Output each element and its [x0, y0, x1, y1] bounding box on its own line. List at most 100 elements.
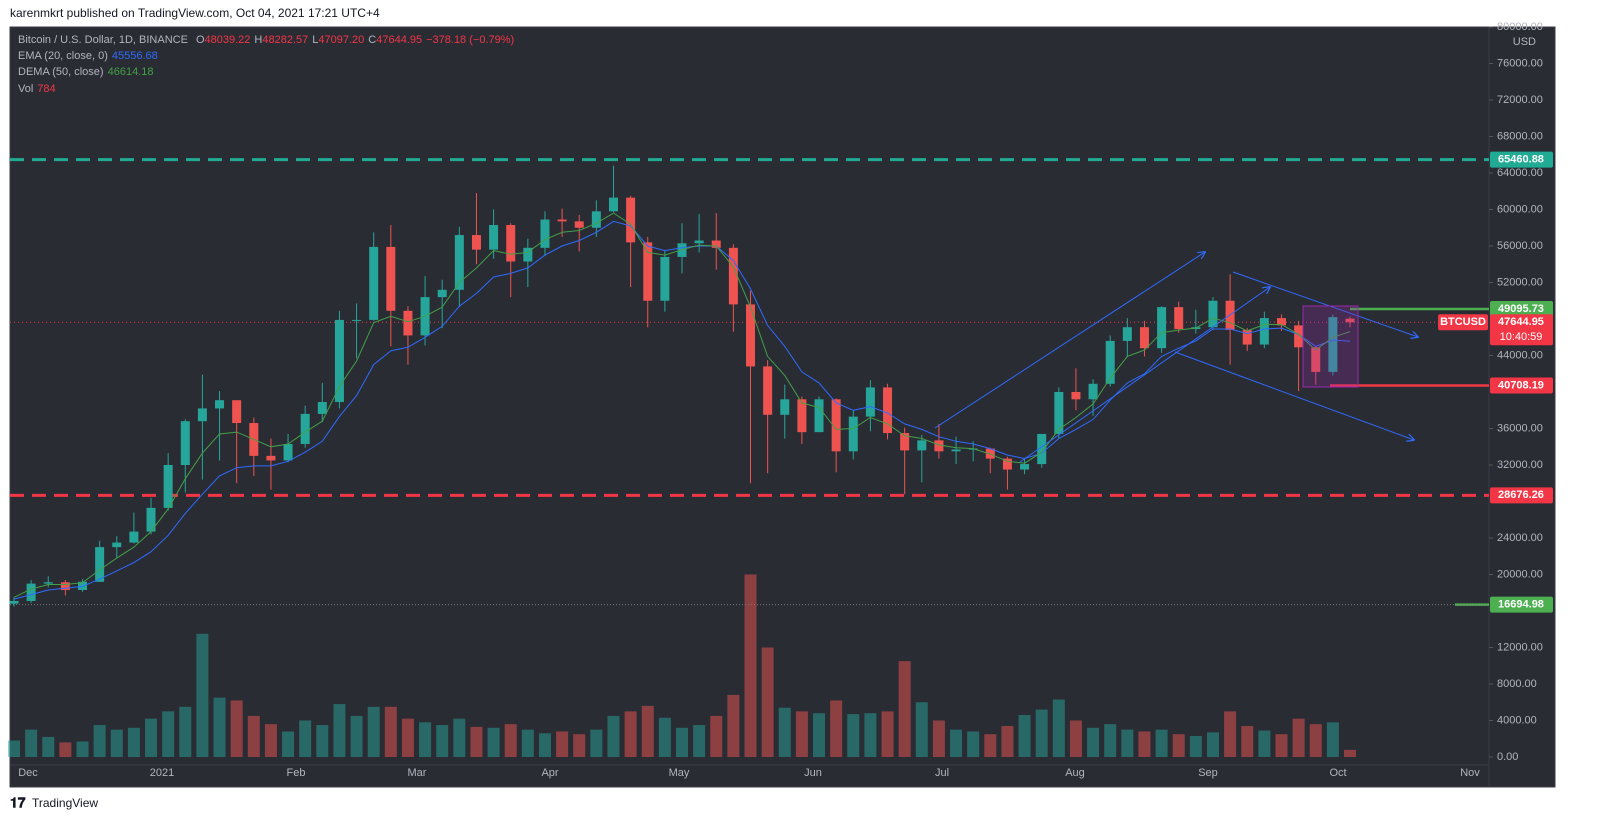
candle-body: [129, 531, 139, 543]
candle-body: [1328, 317, 1338, 372]
candle-body: [951, 449, 961, 452]
level-label: 40708.19: [1498, 379, 1544, 391]
level-label-box: [1490, 596, 1553, 613]
volume-bar: [1326, 722, 1339, 757]
volume-bar: [1241, 725, 1254, 757]
volume-bar: [487, 727, 500, 757]
volume-bar: [898, 661, 911, 757]
volume-bar: [93, 725, 106, 757]
candle-body: [369, 246, 379, 320]
x-tick-label: Jun: [804, 767, 822, 779]
candle-body: [43, 582, 53, 584]
volume-bar: [795, 711, 808, 757]
volume-bar: [419, 722, 432, 757]
candle-body: [643, 242, 653, 301]
header-text: karenmkrt published on TradingView.com, …: [10, 6, 380, 20]
x-tick-label: Nov: [1460, 767, 1480, 779]
volume-bar: [556, 731, 569, 757]
volume-bar: [1069, 720, 1082, 757]
volume-bar: [950, 729, 963, 757]
level-label: 16694.98: [1498, 599, 1544, 611]
volume-bar: [1172, 734, 1185, 757]
candle-body: [780, 399, 790, 415]
volume-bar: [401, 718, 414, 757]
ohlc-key: H: [254, 34, 262, 46]
volume-bar: [504, 724, 517, 757]
volume-bar: [1121, 729, 1134, 757]
legend-main: Bitcoin / U.S. Dollar, 1D, BINANCE O48039…: [18, 34, 514, 46]
candle-body: [711, 240, 721, 248]
symbol-tag: BTCUSD: [1440, 316, 1486, 328]
volume-bar: [1018, 715, 1031, 757]
y-tick-label: 32000.00: [1497, 459, 1543, 471]
volume-bar: [1224, 711, 1237, 757]
candle-body: [1157, 307, 1167, 349]
trend-line: [1174, 351, 1414, 440]
indicator-value: 45556.68: [112, 50, 158, 62]
trend-line: [1019, 287, 1270, 463]
y-tick-label: 20000.00: [1497, 568, 1543, 580]
candle-body: [112, 542, 122, 548]
volume-bar: [830, 700, 843, 757]
volume-bar: [710, 715, 723, 757]
ohlc-key: O: [196, 34, 205, 46]
candle-body: [197, 408, 207, 422]
volume-bar: [59, 742, 72, 757]
level-label: 49095.73: [1498, 303, 1544, 315]
candle-body: [746, 304, 756, 367]
volume-bar: [967, 731, 980, 757]
level-layer: [10, 158, 1489, 606]
volume-bar: [881, 711, 894, 757]
y2-tick-label: 8000.00: [1497, 678, 1537, 690]
candle-body: [317, 402, 327, 414]
candle-body: [403, 310, 413, 336]
volume-bar: [521, 729, 534, 757]
volume-bar: [110, 729, 123, 757]
x-tick-label: Jul: [935, 767, 949, 779]
candle-body: [900, 433, 910, 451]
candle-body: [266, 455, 276, 461]
y-tick-label: 36000.00: [1497, 422, 1543, 434]
axis-unit: USD: [1513, 36, 1536, 48]
candle-layer: [9, 165, 1355, 607]
candle-body: [1294, 325, 1304, 348]
candle-body: [1311, 347, 1321, 372]
indicator-name: DEMA (50, close): [18, 66, 104, 78]
volume-bar: [179, 706, 192, 757]
ohlc-value: 48039.22: [205, 34, 251, 46]
change-value: −378.18 (−0.79%): [426, 34, 514, 46]
candle-body: [848, 416, 858, 452]
indicator-value: 46614.18: [108, 66, 154, 78]
candle-body: [95, 547, 105, 582]
candle-body: [215, 400, 225, 409]
candle-body: [557, 219, 567, 222]
volume-bar: [299, 720, 312, 757]
y2-tick-label: 12000.00: [1497, 641, 1543, 653]
indicator-name: EMA (20, close, 0): [18, 50, 108, 62]
x-tick-label: 2021: [150, 767, 174, 779]
candle-body: [591, 211, 601, 228]
volume-bar: [264, 724, 277, 757]
trend-line: [934, 252, 1205, 429]
y-tick-label: 64000.00: [1497, 167, 1543, 179]
y-tick-label: 56000.00: [1497, 240, 1543, 252]
volume-bar: [1275, 734, 1288, 757]
drawings: [934, 252, 1418, 463]
volume-bar: [196, 633, 209, 757]
volume-name: Vol: [18, 83, 33, 95]
level-label: 28676.26: [1498, 489, 1544, 501]
candle-body: [1208, 300, 1218, 328]
y-tick-label: 44000.00: [1497, 349, 1543, 361]
candle-body: [283, 444, 293, 461]
symbol-tag-box: [1438, 314, 1488, 331]
symbol-name: Bitcoin / U.S. Dollar, 1D, BINANCE: [18, 34, 188, 46]
y-tick-label: 72000.00: [1497, 94, 1543, 106]
volume-bar: [727, 694, 740, 757]
candle-body: [831, 399, 841, 452]
candle-body: [1037, 433, 1047, 465]
candle-body: [26, 583, 36, 601]
axis-layer: 80000.00 76000.00 72000.00 68000.00 64000.00…: [18, 21, 1553, 779]
footer-logo: 𝟏𝟕 TradingView: [10, 795, 98, 811]
volume-bar: [744, 574, 757, 757]
